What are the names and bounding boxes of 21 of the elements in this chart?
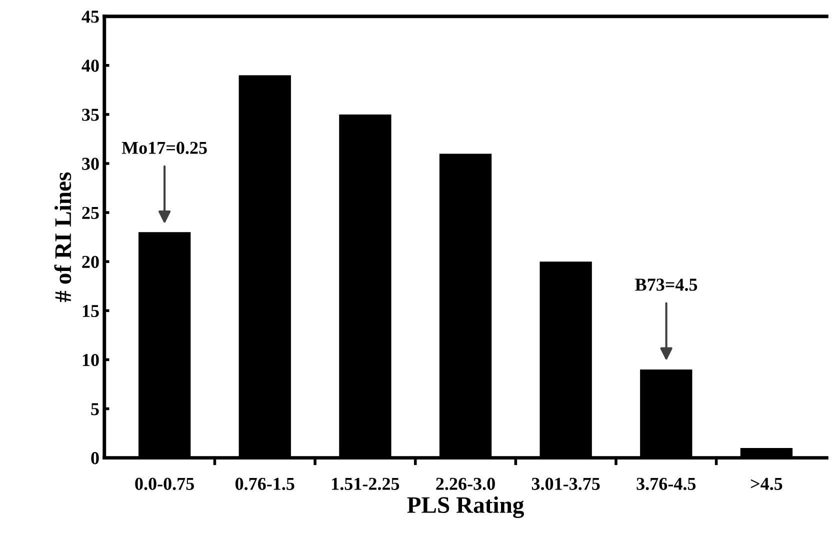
y-tick-label: 20: [82, 256, 99, 268]
y-tick-label: 10: [82, 354, 99, 366]
annotation: Mo17=0.25: [122, 142, 207, 154]
annotation: B73=4.5: [635, 278, 698, 291]
x-tick-label: 3.76-4.5: [636, 478, 696, 490]
y-tick-label: 0: [91, 452, 99, 464]
x-tick-label: 0.76-1.5: [235, 478, 294, 490]
y-tick-label: 30: [82, 158, 99, 170]
y-tick-label: 40: [82, 60, 99, 72]
y-tick-label: 35: [82, 108, 99, 121]
x-tick-label: 2.26-3.0: [436, 478, 495, 490]
y-tick-label: 5: [91, 403, 99, 416]
x-tick-label: >4.5: [750, 478, 782, 490]
x-tick-label: 0.0-0.75: [135, 478, 194, 490]
x-axis-title: PLS Rating: [407, 496, 524, 518]
y-axis-title: # of RI Lines: [54, 172, 72, 302]
y-tick-label: 15: [82, 304, 99, 318]
x-tick-label: 3.01-3.75: [532, 478, 600, 490]
y-tick-label: 25: [82, 206, 99, 219]
y-tick-label: 45: [82, 10, 99, 23]
x-tick-label: 1.51-2.25: [332, 478, 400, 490]
